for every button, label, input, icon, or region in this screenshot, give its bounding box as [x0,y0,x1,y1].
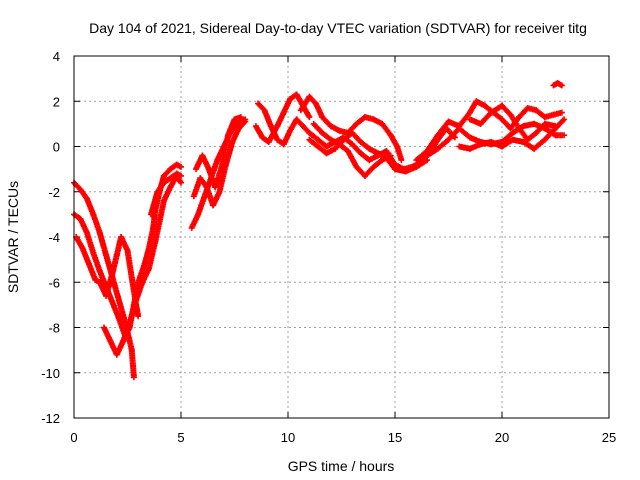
data-point [552,132,568,139]
data-point [541,120,559,130]
series-track-15 [413,98,565,164]
data-point [550,109,565,118]
data-point [394,143,405,164]
y-tick-label: -10 [41,366,60,381]
x-tick-label: 20 [495,430,509,445]
series-track-18 [550,80,565,89]
series-track-11 [297,93,405,164]
y-tick-label: 2 [53,94,60,109]
y-tick-label: -4 [48,230,60,245]
data-point [541,125,559,143]
data-point [231,114,244,123]
y-tick-label: -12 [41,411,60,426]
series-track-4 [101,172,184,358]
x-tick-label: 10 [281,430,295,445]
data-point [554,80,565,89]
y-tick-label: 0 [53,140,60,155]
data-point [128,347,137,381]
data-point [173,161,184,170]
data-point [507,111,523,132]
data-point [413,157,431,170]
x-tick-label: 0 [70,430,77,445]
x-tick-label: 5 [177,430,184,445]
x-tick-label: 15 [388,430,402,445]
data-point [218,132,232,170]
data-point [456,109,473,130]
y-tick-labels: -12 -10 -8 -6 -4 -2 0 2 4 [41,49,60,426]
x-tick-label: 25 [602,430,616,445]
y-tick-label: -8 [48,321,60,336]
series-track-7 [190,118,249,209]
plot-frame [73,55,610,419]
data-point [235,118,249,132]
series-track-17 [466,102,559,143]
data-point [424,132,441,154]
data-point [477,109,495,127]
series-track-5 [148,170,184,218]
series-track-16 [456,116,568,152]
chart-title: Day 104 of 2021, Sidereal Day-to-day VTE… [89,20,587,36]
y-tick-label: 4 [53,49,60,64]
x-axis-label: GPS time / hours [288,458,395,474]
x-tick-labels: 0 5 10 15 20 25 [70,430,616,445]
data-point [173,170,184,179]
y-axis-label: SDTVAR / TECUs [5,181,21,293]
y-tick-label: -2 [48,185,60,200]
data-points [71,80,568,381]
y-tick-label: -6 [48,275,60,290]
series-track-8 [193,114,244,191]
grid [74,56,609,418]
series-track-13 [306,129,431,175]
